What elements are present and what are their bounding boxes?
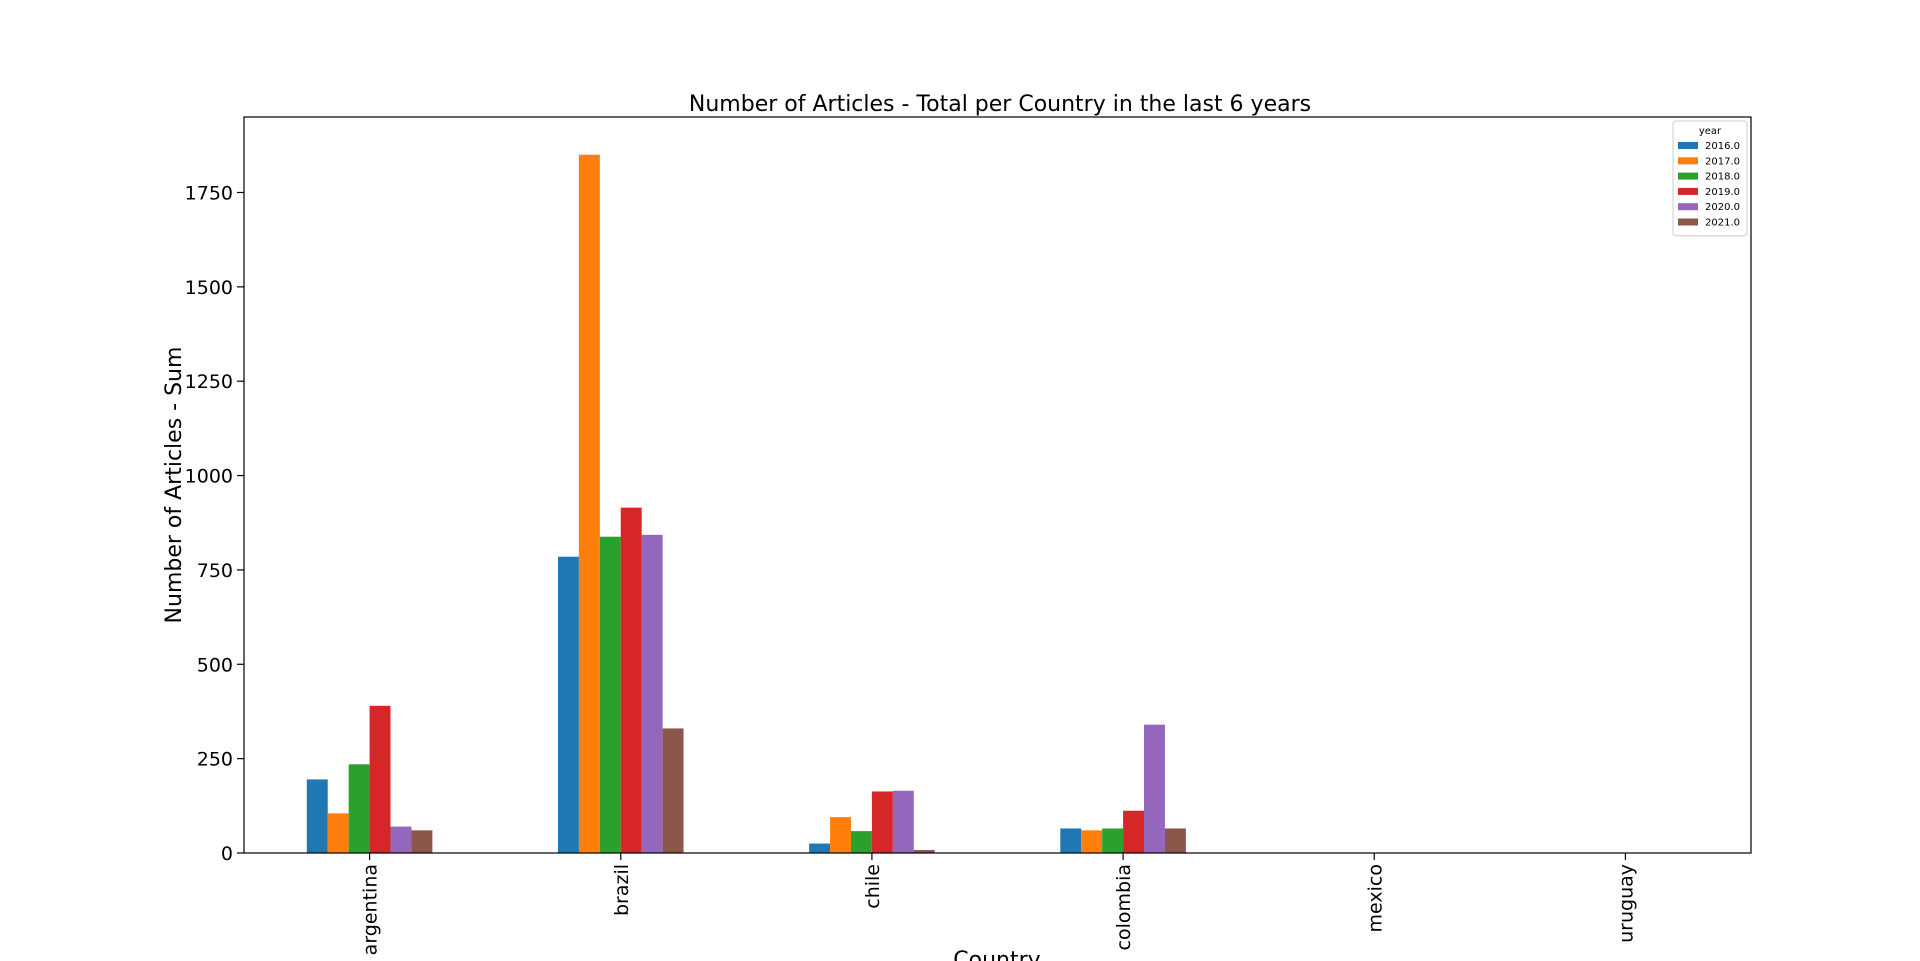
bar-argentina-2021.0 — [411, 830, 433, 853]
bar-chile-2018.0 — [850, 831, 872, 853]
legend-label-2016.0: 2016.0 — [1705, 141, 1740, 152]
y-axis-title: Number of Articles - Sum — [162, 347, 187, 624]
y-tick-label: 250 — [197, 749, 233, 771]
x-tick-label-argentina: argentina — [360, 864, 382, 955]
legend: year 2016.0 2017.0 2018.0 2019.0 2020.0 2021.0 — [1672, 120, 1748, 237]
bar-colombia-2019.0 — [1123, 810, 1145, 853]
bar-argentina-2018.0 — [348, 764, 370, 853]
x-tick-label-uruguay: uruguay — [1615, 864, 1637, 943]
bar-chile-2016.0 — [809, 843, 831, 853]
legend-swatch-2016.0 — [1678, 142, 1698, 149]
plot-area-frame — [243, 116, 1752, 854]
y-tick-label: 750 — [197, 560, 233, 582]
x-tick-label-chile: chile — [862, 864, 884, 909]
bar-argentina-2019.0 — [369, 705, 391, 853]
legend-label-2020.0: 2020.0 — [1705, 202, 1740, 213]
bar-brazil-2020.0 — [641, 534, 663, 853]
legend-swatch-2021.0 — [1678, 218, 1698, 226]
y-tick-label: 1250 — [185, 371, 233, 393]
y-axis: 0 250 500 750 1000 1250 1500 1750 — [185, 182, 244, 865]
legend-swatch-2020.0 — [1678, 203, 1698, 211]
x-tick-label-brazil: brazil — [611, 864, 633, 916]
legend-label-2018.0: 2018.0 — [1705, 172, 1740, 183]
y-tick-label: 1750 — [185, 182, 233, 204]
y-tick-label: 1000 — [185, 466, 233, 488]
bar-argentina-2016.0 — [306, 779, 328, 853]
bar-brazil-2017.0 — [578, 154, 600, 853]
legend-label-2021.0: 2021.0 — [1705, 218, 1740, 229]
bar-colombia-2017.0 — [1081, 830, 1103, 853]
legend-swatch-2017.0 — [1678, 157, 1698, 165]
y-tick-label: 0 — [221, 843, 233, 865]
bar-colombia-2020.0 — [1144, 724, 1165, 853]
bar-colombia-2018.0 — [1102, 828, 1124, 853]
bar-brazil-2021.0 — [662, 728, 684, 853]
x-tick-label-colombia: colombia — [1113, 864, 1135, 950]
legend-label-2019.0: 2019.0 — [1705, 187, 1740, 198]
y-tick-label: 500 — [197, 654, 233, 676]
bar-chile-2019.0 — [871, 791, 893, 853]
bar-argentina-2017.0 — [327, 813, 349, 853]
x-axis-title: Country — [953, 948, 1040, 961]
bars-group — [306, 154, 1186, 853]
bar-brazil-2019.0 — [620, 507, 642, 853]
bar-brazil-2016.0 — [557, 556, 579, 853]
legend-title: year — [1699, 126, 1722, 137]
legend-swatch-2018.0 — [1678, 172, 1698, 180]
bar-colombia-2016.0 — [1060, 828, 1082, 853]
bar-brazil-2018.0 — [599, 536, 621, 853]
y-tick-label: 1500 — [185, 277, 233, 299]
bar-chile-2021.0 — [913, 849, 935, 853]
legend-label-2017.0: 2017.0 — [1705, 156, 1740, 167]
bar-chile-2020.0 — [892, 790, 914, 853]
bar-colombia-2021.0 — [1164, 828, 1186, 853]
bar-chile-2017.0 — [830, 817, 851, 853]
chart-title: Number of Articles - Total per Country i… — [689, 92, 1311, 117]
legend-swatch-2019.0 — [1678, 187, 1698, 195]
x-tick-label-mexico: mexico — [1364, 864, 1386, 932]
x-axis: argentina brazil chile colombia mexico urugua… — [360, 853, 1637, 955]
bar-argentina-2020.0 — [390, 826, 412, 853]
